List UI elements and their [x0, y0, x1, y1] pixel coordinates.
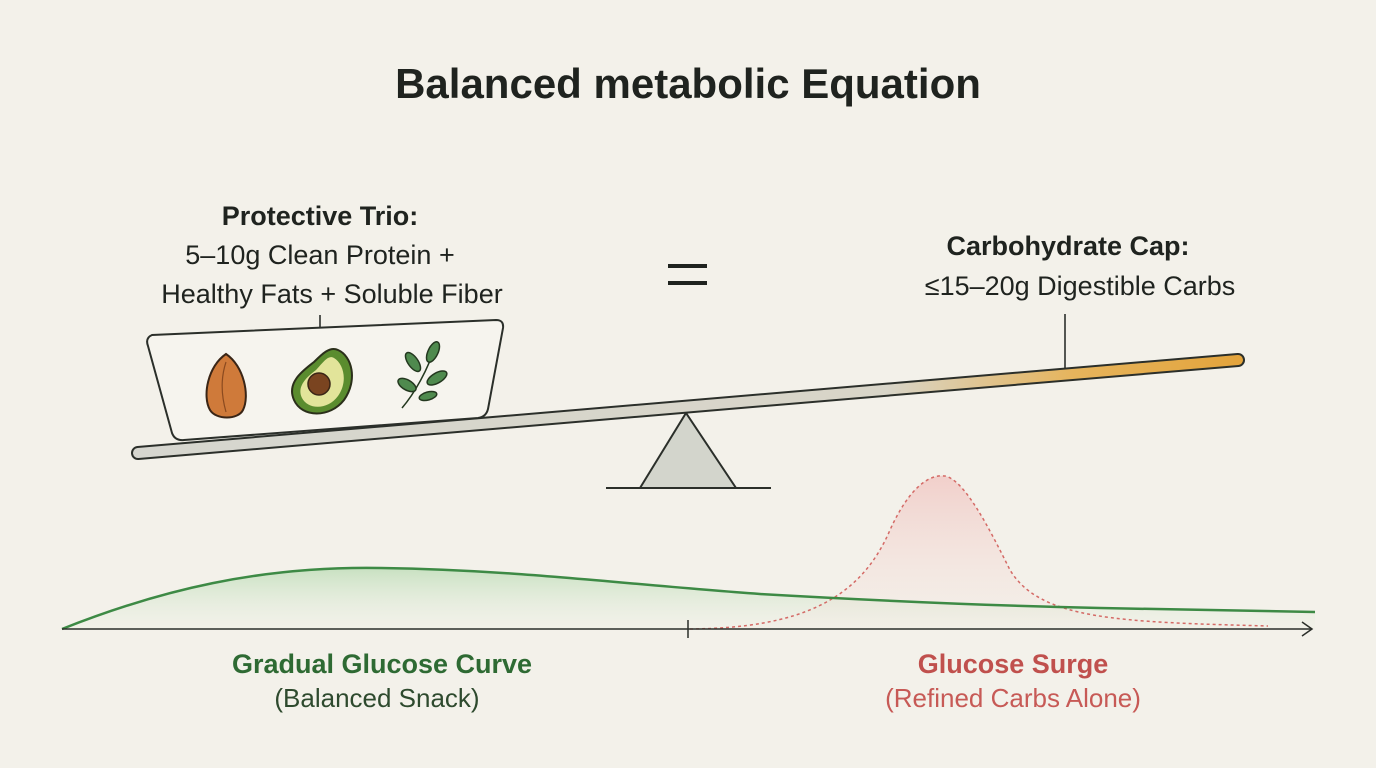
gradual-label: Gradual Glucose Curve	[232, 649, 532, 679]
surge-curve	[689, 475, 1269, 630]
surge-label: Glucose Surge	[918, 649, 1109, 679]
left-line: Healthy Fats + Soluble Fiber	[161, 279, 502, 309]
axis-arrow	[1301, 621, 1314, 637]
gradual-curve	[61, 566, 1316, 631]
surge-area	[690, 475, 1268, 629]
surge-sublabel: (Refined Carbs Alone)	[885, 683, 1141, 713]
almond-icon	[205, 352, 247, 419]
left-line: 5–10g Clean Protein +	[185, 240, 454, 270]
gradual-sublabel: (Balanced Snack)	[274, 683, 479, 713]
equals-sign	[668, 264, 707, 285]
left-heading: Protective Trio:	[222, 201, 419, 231]
beam	[133, 355, 1243, 458]
leaf-icon	[397, 341, 448, 409]
right-heading: Carbohydrate Cap:	[946, 231, 1189, 261]
title: Balanced metabolic Equation	[395, 60, 981, 107]
avocado-icon	[291, 348, 353, 415]
right-line: ≤15–20g Digestible Carbs	[925, 271, 1236, 301]
